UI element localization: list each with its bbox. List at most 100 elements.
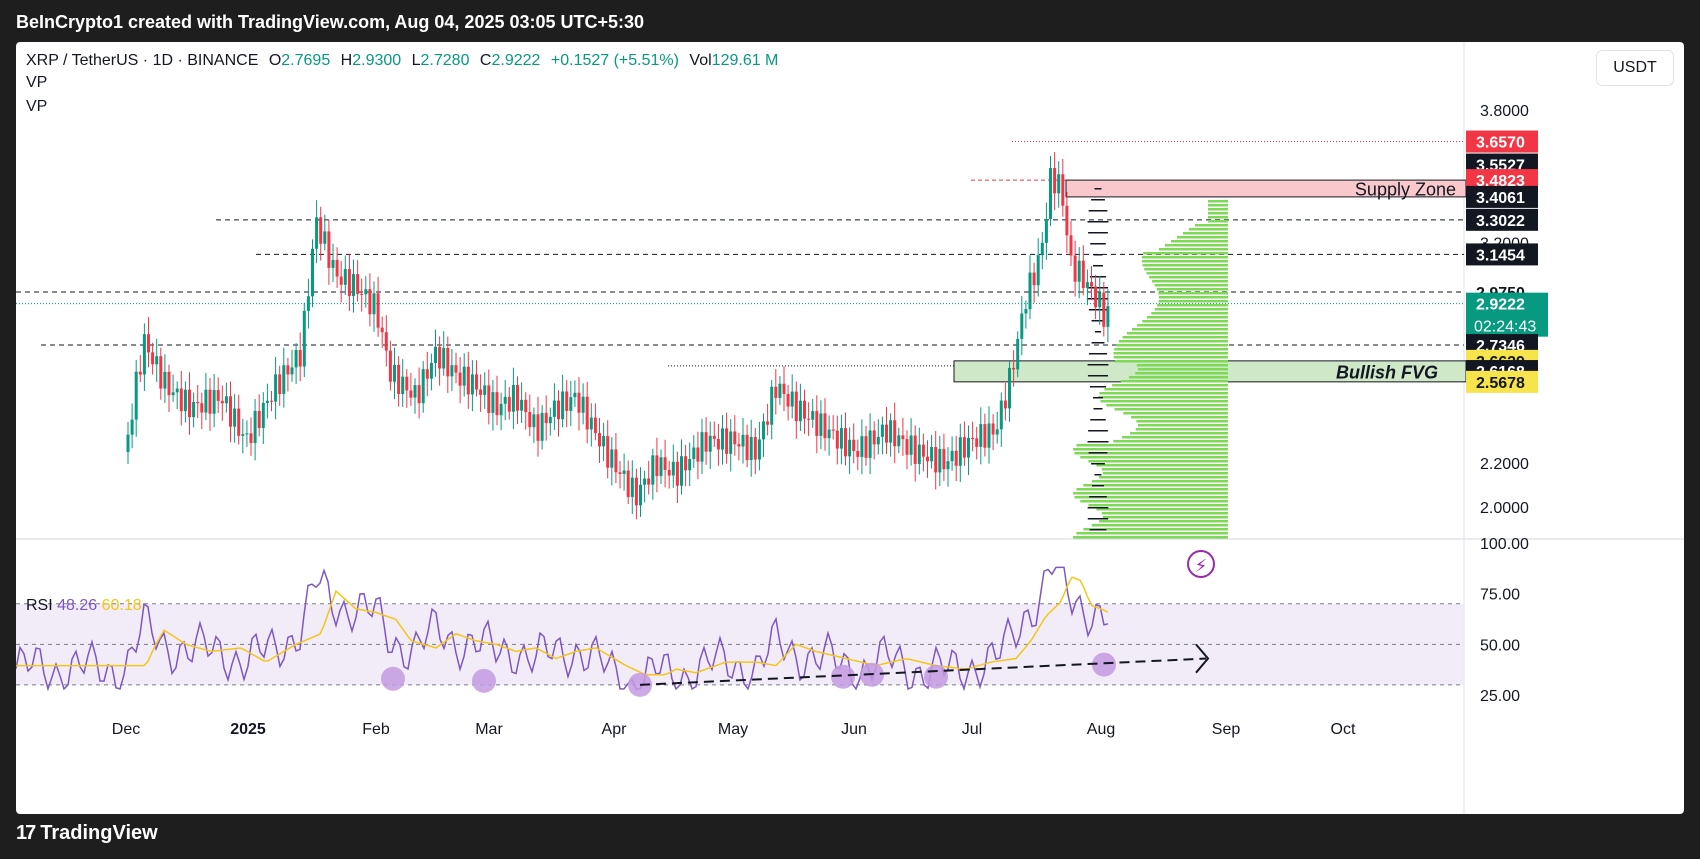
candle-body [589,417,593,430]
candle-body [270,400,273,402]
vp-bar [1130,432,1228,435]
candle-body [397,364,401,394]
vp-bar [1195,224,1228,227]
rsi-line [16,566,1109,692]
candle-body [807,418,811,420]
candle-body [991,423,995,435]
vp-bar [1154,284,1228,287]
candle-body [454,365,458,373]
volume-value: 129.61 M [711,52,779,69]
vp-bar [1208,212,1228,215]
candle-body [126,434,130,452]
candle-body [897,435,901,447]
price-label-badge: 3.4061 [1466,185,1538,208]
vp-bar [1158,292,1228,295]
price-tick-label: 3.8000 [1480,103,1529,120]
flash-icon[interactable]: ⚡ [1187,550,1215,578]
candle-body [167,371,171,396]
candle-body [1073,255,1077,282]
indicator-vp-2[interactable]: VP [26,98,48,115]
candle-body [967,437,970,458]
candle-body [790,391,794,407]
candle-body [171,392,175,396]
vp-bar [1076,444,1228,447]
indicator-vp-1[interactable]: VP [26,74,48,91]
time-axis-label: May [718,721,748,738]
vp-bar [1074,496,1228,499]
time-axis-label: Feb [362,721,390,738]
candle-body [401,376,405,394]
vp-bar [1208,200,1228,203]
candle-body [192,401,196,418]
candle-body [663,457,667,470]
candle-body [565,391,569,411]
open-label: O [268,52,282,69]
candle-body [733,431,737,445]
candle-body [446,347,450,377]
low-label: L [411,52,421,69]
candle-body [671,461,675,476]
change-value: +0.1527 (+5.51%) [550,52,679,69]
candle-body [507,396,511,412]
candle-body [524,399,528,413]
candle-body [930,446,934,462]
vp-bar [1151,280,1228,283]
symbol-name[interactable]: XRP / TetherUS · 1D · BINANCE [26,52,259,69]
vp-marker [1088,353,1108,355]
candle-body [142,334,146,375]
candle-body [327,231,331,268]
candle-body [815,411,819,436]
candle-body [684,456,688,471]
candle-body [261,402,265,429]
candle-body [274,374,278,402]
candle-body [1094,286,1098,308]
vp-bar [1113,356,1228,359]
candle-body [630,477,634,497]
currency-button[interactable]: USDT [1596,50,1674,86]
rsi-label[interactable]: RSI [26,597,53,614]
candle-body [610,449,614,468]
candle-body [757,439,761,460]
candle-body [511,385,515,412]
price-label-bg [1466,292,1548,337]
vp-bar [1114,360,1228,363]
price-label-text: 3.1454 [1476,247,1525,264]
price-label-bg [1466,185,1538,208]
vp-bar [1137,424,1228,427]
candle-body [798,400,802,422]
candle-body [700,432,704,462]
vp-bar [1096,464,1228,467]
candle-body [835,430,839,449]
chart-caption: BeInCrypto1 created with TradingView.com… [0,0,1700,42]
candle-body [667,469,671,476]
candle-body [393,364,396,382]
candle-body [901,435,905,440]
candle-body [618,472,622,474]
vp-bar [1096,508,1228,511]
candle-body [946,461,950,470]
vp-marker [1093,408,1103,410]
low-value: 2.7280 [420,52,470,69]
candle-body [483,385,487,395]
vp-bar [1113,440,1228,443]
vp-bar [1147,316,1228,319]
candle-body [622,470,626,474]
vp-bar [1135,428,1228,431]
candle-body [528,412,532,428]
candle-body [315,217,319,249]
rsi-legend: RSI 48.26 60.18 [26,597,142,615]
candle-body [753,437,757,460]
time-axis-label: Mar [475,721,503,738]
candle-body [151,352,155,365]
candle-body [306,296,310,311]
high-value: 2.9300 [352,52,402,69]
candle-body [159,356,163,389]
vp-bar [1099,520,1228,523]
vp-marker [1087,441,1109,443]
vp-bar [1159,248,1228,251]
tradingview-logo[interactable]: 17 TradingView [16,822,158,845]
vp-marker [1088,210,1108,212]
candle-body [647,478,651,485]
